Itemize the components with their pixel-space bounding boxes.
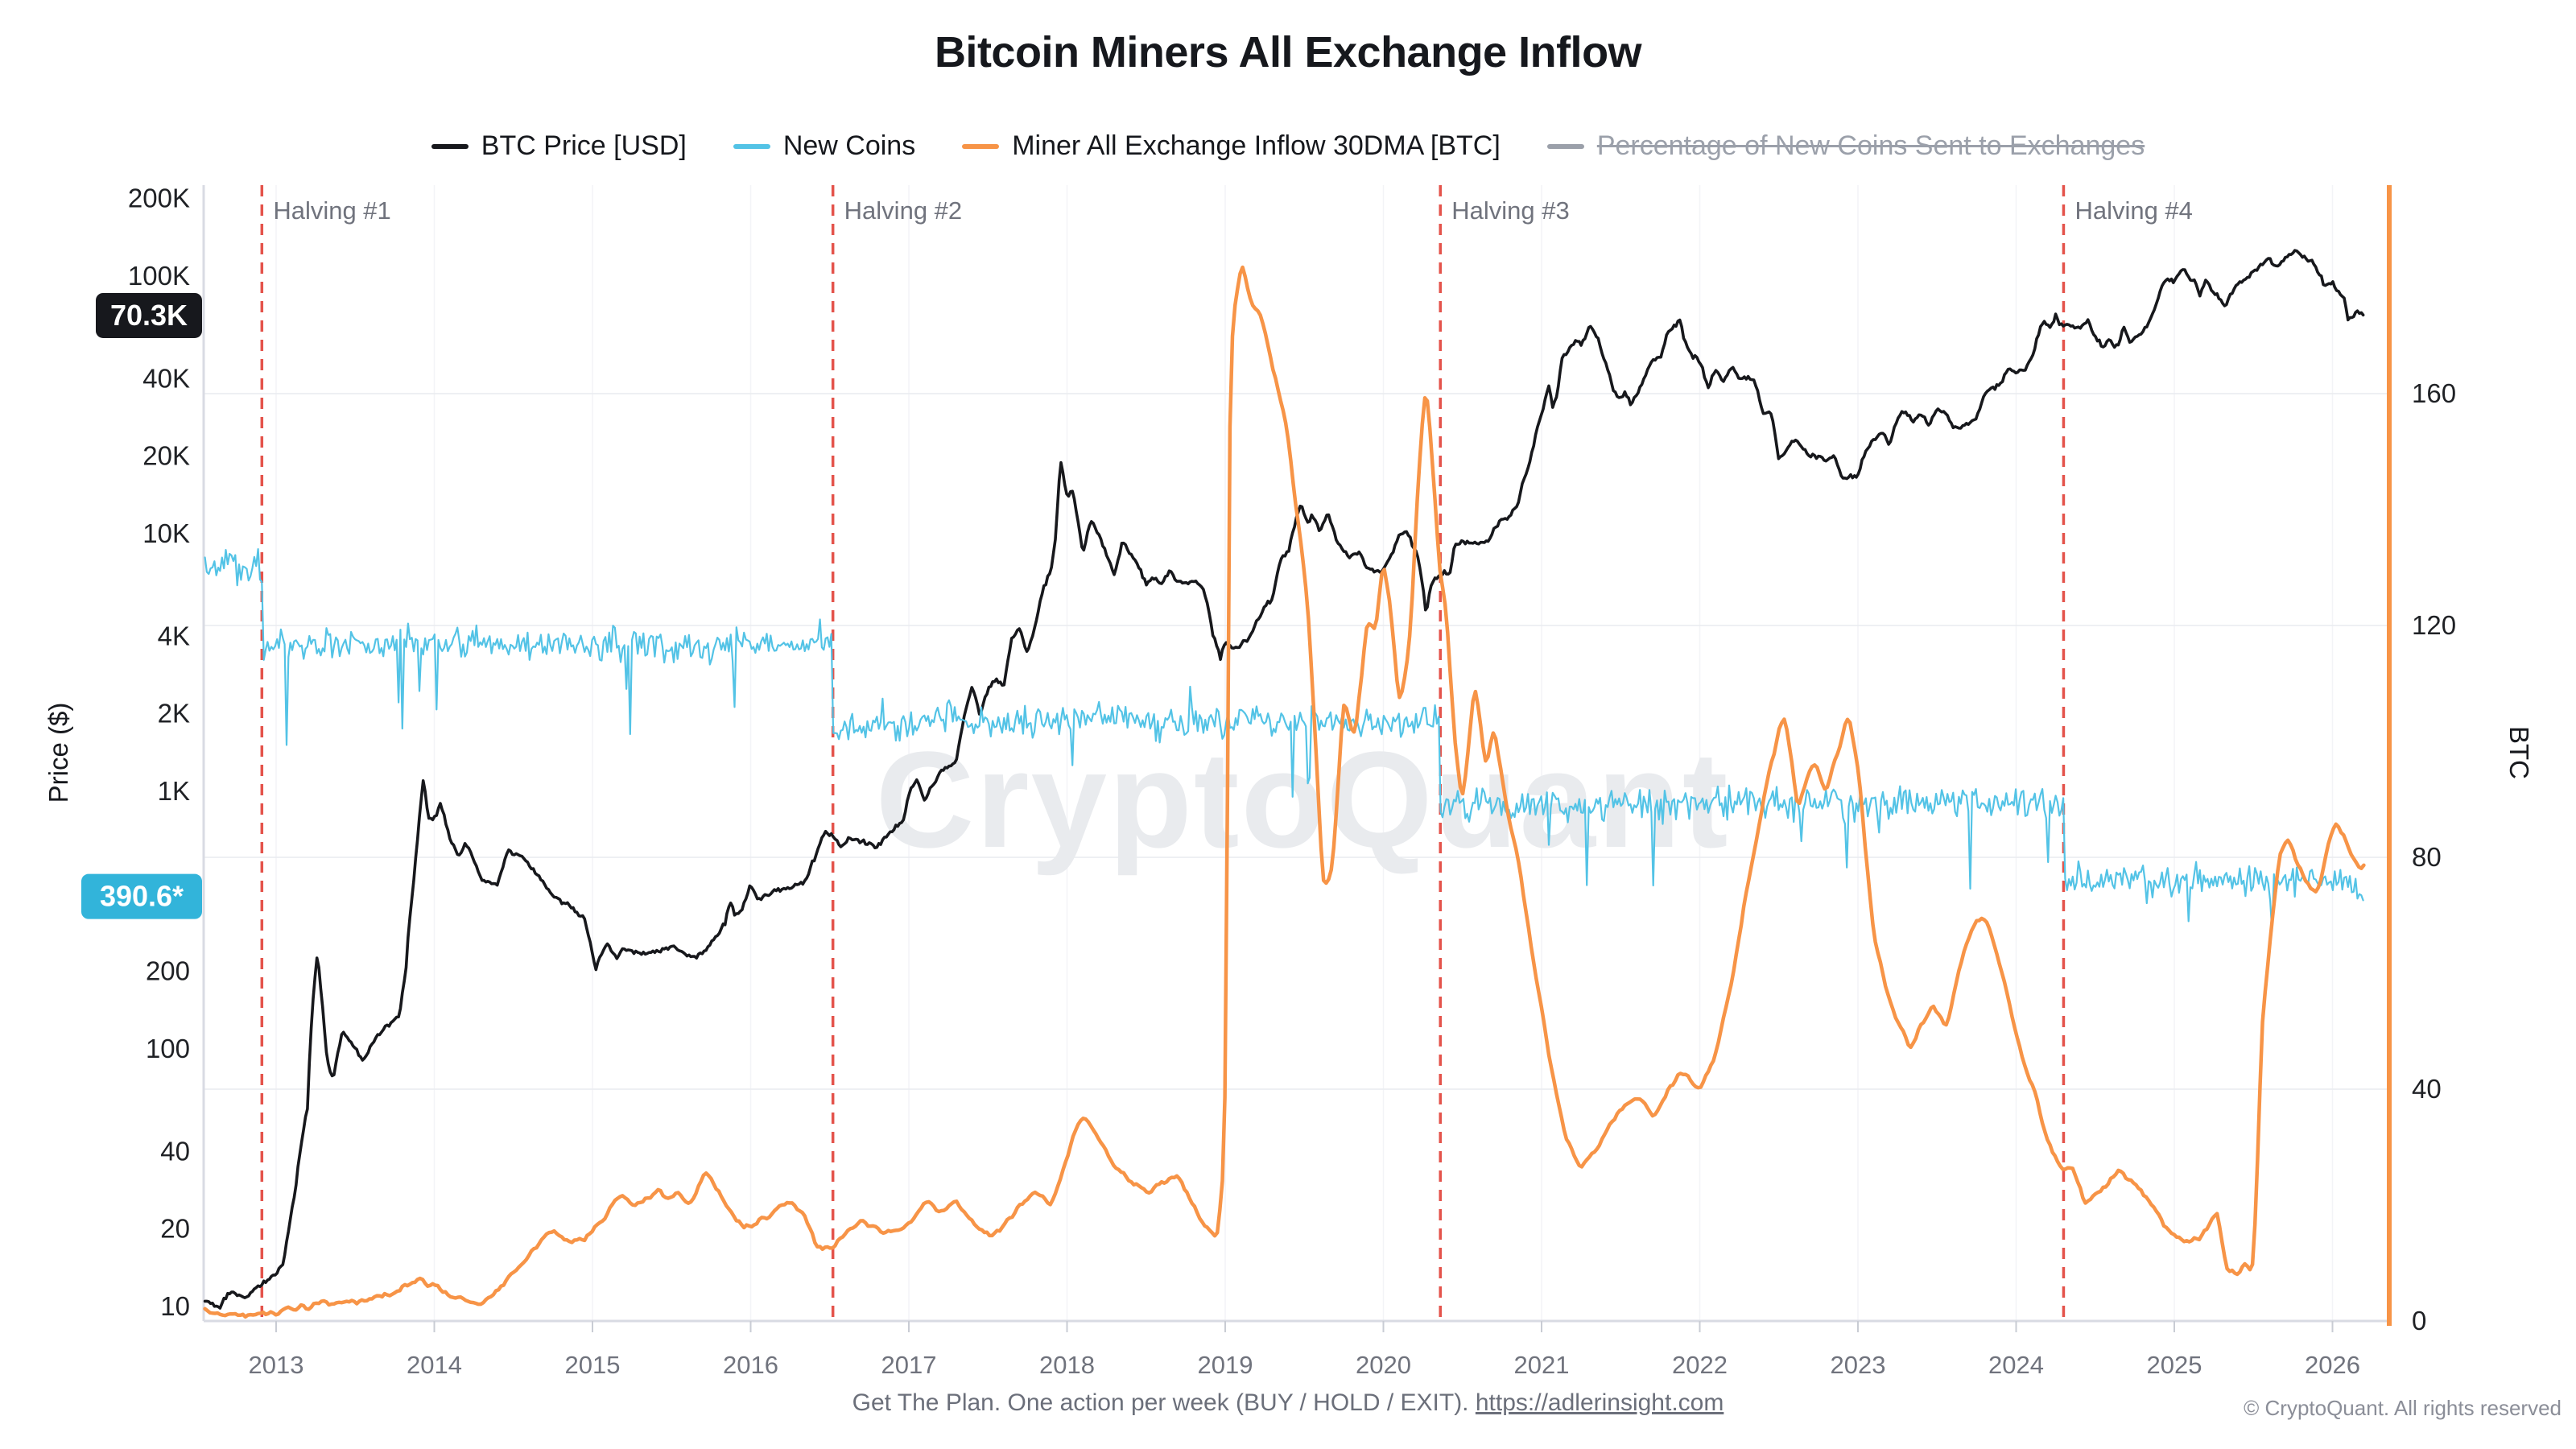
left-tick-label: 10	[160, 1291, 190, 1321]
halving-label-3: Halving #3	[1451, 196, 1569, 225]
halving-label-4: Halving #4	[2074, 196, 2192, 225]
page-title: Bitcoin Miners All Exchange Inflow	[934, 28, 1642, 76]
legend-item-pct-new-coins[interactable]: Percentage of New Coins Sent to Exchange…	[1546, 130, 2145, 162]
copyright-text: © CryptoQuant. All rights reserved	[2244, 1396, 2562, 1420]
legend-item-btc-price[interactable]: BTC Price [USD]	[431, 130, 687, 162]
legend-label-pct-new-coins: Percentage of New Coins Sent to Exchange…	[1596, 130, 2145, 161]
legend: BTC Price [USD] New Coins Miner All Exchan…	[0, 130, 2576, 162]
x-tick-label: 2015	[565, 1351, 621, 1379]
left-tick-label: 1K	[158, 776, 190, 806]
footer-note: Get The Plan. One action per week (BUY /…	[0, 1389, 2576, 1417]
series-btc-price-line	[203, 249, 2365, 1310]
legend-label-btc-price: BTC Price [USD]	[481, 130, 687, 161]
right-tick-label: 160	[2412, 378, 2456, 408]
left-tick-label: 4K	[158, 621, 190, 650]
left-tick-label: 100K	[128, 261, 190, 291]
legend-swatch-new-coins	[733, 143, 770, 149]
right-tick-label: 120	[2412, 610, 2456, 640]
right-axis-title: BTC	[2504, 726, 2534, 779]
left-tick-label: 200	[146, 956, 190, 986]
new-coins-last-value-badge-text: 390.6*	[100, 880, 184, 913]
left-tick-label: 20K	[142, 441, 190, 471]
footer-link[interactable]: https://adlerinsight.com	[1475, 1389, 1724, 1416]
x-tick-label: 2025	[2147, 1351, 2202, 1379]
x-tick-label: 2014	[407, 1351, 462, 1379]
legend-swatch-miner-inflow	[962, 143, 1000, 149]
x-tick-label: 2016	[723, 1351, 778, 1379]
left-tick-label: 40	[160, 1136, 190, 1166]
legend-label-miner-inflow: Miner All Exchange Inflow 30DMA [BTC]	[1012, 130, 1501, 161]
legend-item-new-coins[interactable]: New Coins	[733, 130, 915, 162]
plot-area[interactable]	[204, 185, 2389, 1321]
left-tick-label: 10K	[142, 518, 190, 548]
x-tick-label: 2020	[1356, 1351, 1411, 1379]
left-tick-label: 20	[160, 1214, 190, 1244]
halving-label-2: Halving #2	[844, 196, 962, 225]
series-new-coins-line	[204, 548, 2364, 932]
left-tick-label: 40K	[142, 363, 190, 393]
watermark: CryptoQuant	[876, 724, 1730, 877]
halving-label-1: Halving #1	[273, 196, 390, 225]
legend-swatch-pct-new-coins	[1546, 143, 1584, 149]
new-coins-last-value-badge	[81, 873, 202, 919]
left-tick-label: 2K	[158, 699, 190, 729]
left-tick-label: 200K	[128, 184, 190, 213]
price-last-value-badge-text: 70.3K	[110, 299, 188, 332]
legend-swatch-btc-price	[431, 143, 469, 149]
x-tick-label: 2018	[1039, 1351, 1095, 1379]
right-tick-label: 80	[2412, 842, 2442, 872]
x-tick-label: 2017	[881, 1351, 937, 1379]
series-miner-inflow-line	[203, 265, 2366, 1319]
x-tick-label: 2024	[1988, 1351, 2044, 1379]
legend-item-miner-inflow[interactable]: Miner All Exchange Inflow 30DMA [BTC]	[962, 130, 1501, 162]
price-last-value-badge	[96, 292, 202, 338]
right-tick-label: 0	[2412, 1306, 2426, 1335]
x-tick-label: 2013	[249, 1351, 304, 1379]
x-tick-label: 2023	[1831, 1351, 1886, 1379]
x-tick-label: 2021	[1514, 1351, 1570, 1379]
left-tick-label: 100	[146, 1034, 190, 1063]
legend-label-new-coins: New Coins	[782, 130, 916, 161]
x-tick-label: 2026	[2305, 1351, 2360, 1379]
left-axis-title: Price ($)	[43, 703, 73, 803]
x-tick-label: 2022	[1672, 1351, 1728, 1379]
right-tick-label: 40	[2412, 1074, 2442, 1104]
footer-note-text: Get The Plan. One action per week (BUY /…	[852, 1389, 1476, 1416]
x-tick-label: 2019	[1198, 1351, 1253, 1379]
